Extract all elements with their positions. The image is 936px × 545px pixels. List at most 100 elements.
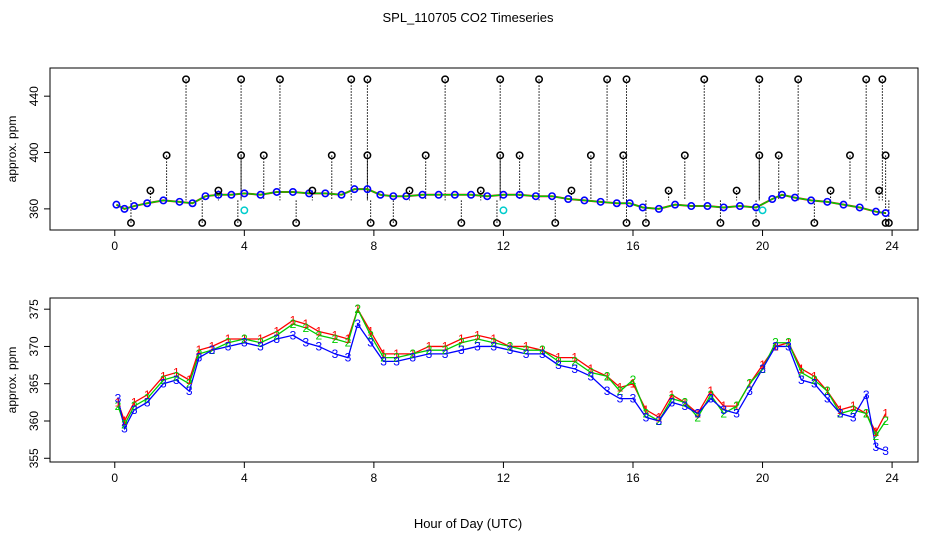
y-axis-label: approx. ppm [5, 116, 19, 183]
series-3-point: 3 [720, 403, 727, 417]
x-tick-label: 16 [626, 471, 640, 485]
data-point [240, 189, 249, 198]
series-1-point: 1 [196, 343, 203, 357]
data-point [321, 189, 330, 198]
series-2-point: 2 [490, 336, 497, 350]
series-3-point: 3 [409, 351, 416, 365]
series-1-point: 1 [785, 336, 792, 350]
data-point [881, 209, 890, 218]
series-2-point: 2 [209, 343, 216, 357]
flag-point [421, 151, 430, 160]
series-2-point: 2 [571, 354, 578, 368]
data-point [671, 200, 680, 209]
flag-point [755, 75, 764, 84]
x-tick-label: 0 [111, 471, 118, 485]
series-2-point: 2 [811, 373, 818, 387]
data-point [272, 187, 281, 196]
series-1-point: 1 [669, 388, 676, 402]
flag-point [366, 219, 375, 227]
flag-point [603, 75, 612, 84]
series-3-point: 3 [555, 358, 562, 372]
series-1-point: 1 [144, 388, 151, 402]
series-2-point: 2 [393, 351, 400, 365]
top-panel: 0 4 8 12 16 20 24 360 400 440 approx. ppm [5, 67, 919, 253]
series-2-point: 2 [507, 339, 514, 353]
series-2-point: 2 [539, 343, 546, 357]
series-3-point: 3 [380, 354, 387, 368]
series-2-point: 2 [656, 414, 663, 428]
series-2-point: 2 [882, 414, 889, 428]
series-3-point: 3 [863, 388, 870, 402]
flag-point [127, 219, 135, 227]
flag-point [233, 219, 242, 227]
flag-point [680, 151, 689, 160]
series-2-point: 2 [555, 354, 562, 368]
series-3-point: 3 [656, 414, 663, 428]
series-1-point: 1 [474, 328, 481, 342]
series-3-point: 3 [354, 317, 361, 331]
series-2-point: 2 [115, 399, 122, 413]
series-2-point: 2 [681, 395, 688, 409]
series-3-point: 3 [474, 339, 481, 353]
data-point [175, 197, 184, 206]
series-3-point: 3 [785, 339, 792, 353]
series-2-point: 2 [746, 377, 753, 391]
series-3-point: 3 [604, 384, 611, 398]
series-1-point: 1 [850, 399, 857, 413]
data-point [120, 204, 129, 213]
series-3-point: 3 [759, 362, 766, 376]
plot-frame [49, 67, 919, 231]
flag-point [586, 151, 595, 160]
series-3-point: 3 [669, 395, 676, 409]
series-1-point: 1 [681, 395, 688, 409]
flag-point [622, 219, 631, 227]
flag-point [389, 219, 398, 227]
series-1-point: 1 [882, 407, 889, 421]
data-point [450, 190, 459, 199]
series-1-point: 1 [173, 366, 180, 380]
series-2-point: 2 [617, 384, 624, 398]
series-1-point: 1 [798, 362, 805, 376]
y-axis-label: approx. ppm [5, 347, 19, 414]
series-1-point: 1 [332, 328, 339, 342]
series-2-point: 2 [442, 343, 449, 357]
series-1-point: 1 [811, 369, 818, 383]
data-point [790, 193, 799, 202]
flag-point [259, 151, 268, 160]
data-point [548, 192, 557, 201]
series-1-point: 1 [380, 347, 387, 361]
series-3-point: 3 [315, 339, 322, 353]
series-2-point: 2 [873, 429, 880, 443]
flag-point [755, 151, 764, 160]
flag-point [619, 151, 628, 160]
series-1-point: 1 [555, 351, 562, 365]
series-3-point: 3 [772, 339, 779, 353]
cyan-point [758, 206, 767, 215]
series-2-point: 2 [290, 317, 297, 331]
data-point [337, 190, 346, 199]
series-1-point: 1 [707, 384, 714, 398]
series-3-point: 3 [290, 328, 297, 342]
flag-point [622, 75, 631, 84]
series-1-point: 1 [772, 339, 779, 353]
flag-point [878, 75, 887, 84]
series-1-point: 1 [873, 425, 880, 439]
series-2-point: 2 [850, 403, 857, 417]
flag-point [551, 219, 560, 227]
series-3-point: 3 [507, 343, 514, 357]
series-1-point: 1 [571, 351, 578, 365]
data-point [363, 185, 372, 194]
series-3-point: 3 [630, 392, 637, 406]
series-2-point: 2 [315, 328, 322, 342]
series-3-point: 3 [160, 377, 167, 391]
data-point [564, 195, 573, 204]
series-3-point: 3 [837, 407, 844, 421]
series-1-point: 1 [303, 317, 310, 331]
data-point [654, 204, 663, 213]
series-1-point: 1 [186, 373, 193, 387]
series-3-point: 3 [367, 336, 374, 350]
series-2-point: 2 [409, 347, 416, 361]
series-3-line [117, 322, 886, 452]
x-tick-label: 8 [371, 239, 378, 253]
series-3-point: 3 [345, 351, 352, 365]
